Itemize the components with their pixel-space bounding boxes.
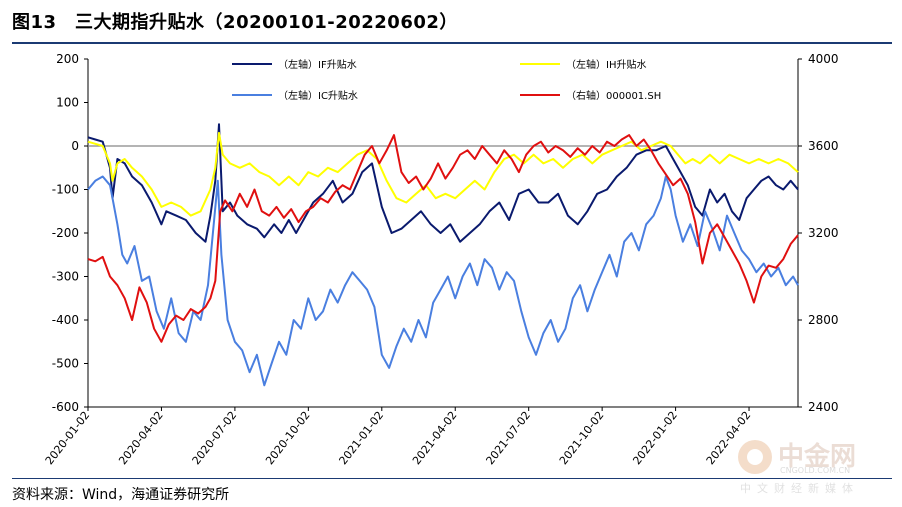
x-tick-label: 2021-04-02 — [410, 409, 460, 467]
right-tick-label: 3200 — [808, 226, 839, 240]
footer-rule — [12, 478, 892, 479]
left-tick-label: -600 — [52, 400, 79, 414]
right-tick-label: 3600 — [808, 139, 839, 153]
right-tick-label: 4000 — [808, 52, 839, 66]
left-tick-label: -100 — [52, 183, 79, 197]
left-tick-label: 100 — [56, 96, 79, 110]
x-tick-label: 2021-10-02 — [557, 409, 607, 467]
header-rule — [12, 42, 892, 44]
x-tick-label: 2021-01-02 — [337, 409, 387, 467]
left-tick-label: 200 — [56, 52, 79, 66]
watermark-logo-icon — [738, 440, 772, 474]
right-tick-label: 2400 — [808, 400, 839, 414]
left-tick-label: -400 — [52, 313, 79, 327]
series-line-4 — [87, 134, 799, 343]
legend-label-2: （左轴）IH升贴水 — [566, 58, 646, 71]
left-tick-label: -200 — [52, 226, 79, 240]
figure-header: 图13 三大期指升贴水（20200101-20220602） — [0, 0, 902, 44]
chart-series-layer — [87, 123, 799, 387]
watermark: 中金网 CNGOLD.COM.CN 中文财经新媒体 — [738, 436, 888, 496]
x-tick-label: 2020-01-02 — [43, 409, 93, 467]
series-line-3 — [87, 175, 799, 387]
x-tick-label: 2020-10-02 — [263, 409, 313, 467]
watermark-name: 中金网 — [778, 442, 857, 472]
x-tick-label: 2020-07-02 — [190, 409, 240, 467]
figure-title: 图13 三大期指升贴水（20200101-20220602） — [12, 12, 458, 33]
legend-label-3: （左轴）IC升贴水 — [278, 89, 358, 102]
legend-label-1: （左轴）IF升贴水 — [278, 58, 357, 71]
left-tick-label: 0 — [71, 139, 79, 153]
right-tick-label: 2800 — [808, 313, 839, 327]
left-tick-label: -300 — [52, 270, 79, 284]
source-note: 资料来源：Wind，海通证券研究所 — [12, 487, 230, 503]
x-tick-label: 2021-07-02 — [483, 409, 533, 467]
legend-label-4: （右轴）000001.SH — [566, 89, 661, 102]
left-tick-label: -500 — [52, 357, 79, 371]
x-tick-label: 2020-04-02 — [116, 409, 166, 467]
watermark-url: CNGOLD.COM.CN — [780, 466, 851, 475]
futures-basis-chart: -600 -500 -400 -300 -200 -100 0 100 200 2400 2800 3… — [43, 52, 839, 467]
series-line-1 — [87, 123, 799, 243]
chart-legend: （左轴）IF升贴水 （左轴）IH升贴水 （左轴）IC升贴水 （右轴）000001.SH — [232, 58, 661, 102]
x-tick-label: 2022-01-02 — [630, 409, 680, 467]
chart-axes: -600 -500 -400 -300 -200 -100 0 100 200 2400 2800 3… — [43, 52, 839, 467]
watermark-subtitle: 中文财经新媒体 — [740, 482, 859, 495]
